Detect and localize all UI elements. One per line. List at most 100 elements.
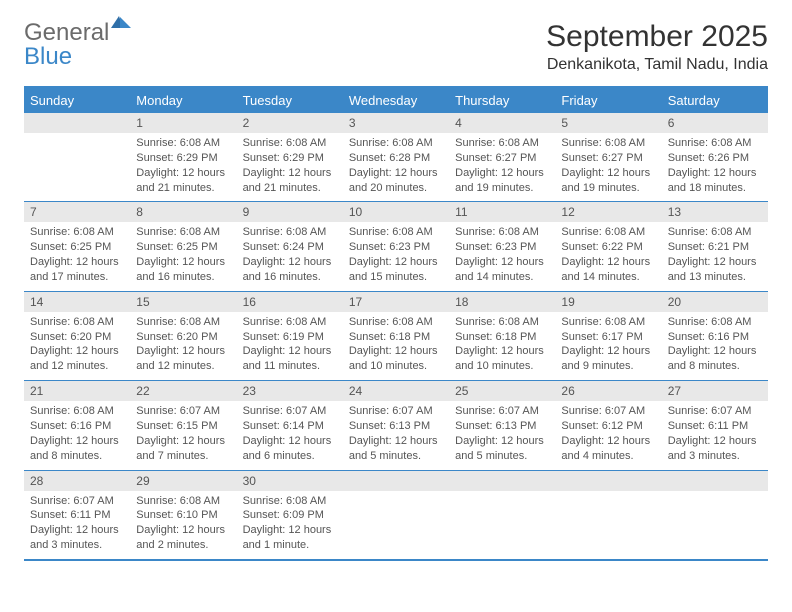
calendar-cell [343, 470, 449, 560]
day-number: 9 [237, 202, 343, 222]
calendar-cell: 26Sunrise: 6:07 AMSunset: 6:12 PMDayligh… [555, 381, 661, 470]
day-number: 22 [130, 381, 236, 401]
day-details: Sunrise: 6:08 AMSunset: 6:27 PMDaylight:… [449, 133, 555, 201]
day-details: Sunrise: 6:08 AMSunset: 6:24 PMDaylight:… [237, 222, 343, 290]
day-details: Sunrise: 6:08 AMSunset: 6:20 PMDaylight:… [130, 312, 236, 380]
calendar-table: Sunday Monday Tuesday Wednesday Thursday… [24, 86, 768, 561]
day-number: 20 [662, 292, 768, 312]
day-details: Sunrise: 6:07 AMSunset: 6:11 PMDaylight:… [662, 401, 768, 469]
day-number: 17 [343, 292, 449, 312]
calendar-cell: 11Sunrise: 6:08 AMSunset: 6:23 PMDayligh… [449, 202, 555, 291]
day-number: 15 [130, 292, 236, 312]
calendar-cell: 25Sunrise: 6:07 AMSunset: 6:13 PMDayligh… [449, 381, 555, 470]
day-number: 6 [662, 113, 768, 133]
day-number: 21 [24, 381, 130, 401]
day-details: Sunrise: 6:08 AMSunset: 6:18 PMDaylight:… [449, 312, 555, 380]
day-details: Sunrise: 6:08 AMSunset: 6:22 PMDaylight:… [555, 222, 661, 290]
calendar-cell: 17Sunrise: 6:08 AMSunset: 6:18 PMDayligh… [343, 291, 449, 380]
day-details: Sunrise: 6:08 AMSunset: 6:16 PMDaylight:… [24, 401, 130, 469]
day-details: Sunrise: 6:07 AMSunset: 6:14 PMDaylight:… [237, 401, 343, 469]
day-number [555, 471, 661, 491]
calendar-cell: 10Sunrise: 6:08 AMSunset: 6:23 PMDayligh… [343, 202, 449, 291]
calendar-cell: 20Sunrise: 6:08 AMSunset: 6:16 PMDayligh… [662, 291, 768, 380]
weekday-header: Tuesday [237, 87, 343, 113]
day-number: 5 [555, 113, 661, 133]
calendar-cell: 3Sunrise: 6:08 AMSunset: 6:28 PMDaylight… [343, 113, 449, 202]
calendar-cell: 18Sunrise: 6:08 AMSunset: 6:18 PMDayligh… [449, 291, 555, 380]
day-number: 8 [130, 202, 236, 222]
calendar-cell: 24Sunrise: 6:07 AMSunset: 6:13 PMDayligh… [343, 381, 449, 470]
day-details: Sunrise: 6:07 AMSunset: 6:11 PMDaylight:… [24, 491, 130, 559]
sailboat-icon [109, 14, 133, 34]
calendar-cell: 21Sunrise: 6:08 AMSunset: 6:16 PMDayligh… [24, 381, 130, 470]
calendar-cell [555, 470, 661, 560]
day-number: 14 [24, 292, 130, 312]
calendar-cell: 6Sunrise: 6:08 AMSunset: 6:26 PMDaylight… [662, 113, 768, 202]
weekday-header-row: Sunday Monday Tuesday Wednesday Thursday… [24, 87, 768, 113]
day-number: 30 [237, 471, 343, 491]
day-details: Sunrise: 6:08 AMSunset: 6:10 PMDaylight:… [130, 491, 236, 559]
day-number: 3 [343, 113, 449, 133]
day-details: Sunrise: 6:08 AMSunset: 6:23 PMDaylight:… [343, 222, 449, 290]
day-number: 7 [24, 202, 130, 222]
day-details: Sunrise: 6:08 AMSunset: 6:29 PMDaylight:… [237, 133, 343, 201]
weekday-header: Monday [130, 87, 236, 113]
calendar-cell: 2Sunrise: 6:08 AMSunset: 6:29 PMDaylight… [237, 113, 343, 202]
day-number: 27 [662, 381, 768, 401]
calendar-cell: 5Sunrise: 6:08 AMSunset: 6:27 PMDaylight… [555, 113, 661, 202]
brand-text: General Blue [24, 20, 133, 69]
calendar-cell: 23Sunrise: 6:07 AMSunset: 6:14 PMDayligh… [237, 381, 343, 470]
calendar-cell: 16Sunrise: 6:08 AMSunset: 6:19 PMDayligh… [237, 291, 343, 380]
day-details: Sunrise: 6:07 AMSunset: 6:13 PMDaylight:… [343, 401, 449, 469]
calendar-cell: 28Sunrise: 6:07 AMSunset: 6:11 PMDayligh… [24, 470, 130, 560]
day-number: 11 [449, 202, 555, 222]
calendar-cell [662, 470, 768, 560]
calendar-cell: 27Sunrise: 6:07 AMSunset: 6:11 PMDayligh… [662, 381, 768, 470]
weekday-header: Wednesday [343, 87, 449, 113]
brand-word1: General [24, 19, 109, 46]
calendar-cell: 14Sunrise: 6:08 AMSunset: 6:20 PMDayligh… [24, 291, 130, 380]
calendar-cell [24, 113, 130, 202]
day-number [24, 113, 130, 133]
day-details: Sunrise: 6:08 AMSunset: 6:20 PMDaylight:… [24, 312, 130, 380]
calendar-cell: 7Sunrise: 6:08 AMSunset: 6:25 PMDaylight… [24, 202, 130, 291]
day-details: Sunrise: 6:08 AMSunset: 6:28 PMDaylight:… [343, 133, 449, 201]
calendar-week-row: 21Sunrise: 6:08 AMSunset: 6:16 PMDayligh… [24, 381, 768, 470]
day-details: Sunrise: 6:07 AMSunset: 6:12 PMDaylight:… [555, 401, 661, 469]
day-details: Sunrise: 6:08 AMSunset: 6:25 PMDaylight:… [24, 222, 130, 290]
calendar-cell: 30Sunrise: 6:08 AMSunset: 6:09 PMDayligh… [237, 470, 343, 560]
calendar-cell: 12Sunrise: 6:08 AMSunset: 6:22 PMDayligh… [555, 202, 661, 291]
calendar-cell: 1Sunrise: 6:08 AMSunset: 6:29 PMDaylight… [130, 113, 236, 202]
day-number: 28 [24, 471, 130, 491]
day-number: 4 [449, 113, 555, 133]
day-details: Sunrise: 6:08 AMSunset: 6:26 PMDaylight:… [662, 133, 768, 201]
day-details: Sunrise: 6:08 AMSunset: 6:29 PMDaylight:… [130, 133, 236, 201]
day-number: 29 [130, 471, 236, 491]
day-details: Sunrise: 6:08 AMSunset: 6:17 PMDaylight:… [555, 312, 661, 380]
calendar-cell: 29Sunrise: 6:08 AMSunset: 6:10 PMDayligh… [130, 470, 236, 560]
day-details: Sunrise: 6:08 AMSunset: 6:16 PMDaylight:… [662, 312, 768, 380]
day-number: 18 [449, 292, 555, 312]
calendar-cell: 22Sunrise: 6:07 AMSunset: 6:15 PMDayligh… [130, 381, 236, 470]
location-text: Denkanikota, Tamil Nadu, India [546, 56, 768, 74]
calendar-week-row: 1Sunrise: 6:08 AMSunset: 6:29 PMDaylight… [24, 113, 768, 202]
day-number: 25 [449, 381, 555, 401]
brand-word2: Blue [24, 43, 72, 70]
calendar-cell: 19Sunrise: 6:08 AMSunset: 6:17 PMDayligh… [555, 291, 661, 380]
day-details: Sunrise: 6:08 AMSunset: 6:21 PMDaylight:… [662, 222, 768, 290]
title-block: September 2025 Denkanikota, Tamil Nadu, … [546, 20, 768, 74]
day-number: 23 [237, 381, 343, 401]
weekday-header: Saturday [662, 87, 768, 113]
day-number: 13 [662, 202, 768, 222]
day-number: 2 [237, 113, 343, 133]
brand-logo: General Blue [24, 20, 133, 69]
calendar-cell: 15Sunrise: 6:08 AMSunset: 6:20 PMDayligh… [130, 291, 236, 380]
calendar-week-row: 14Sunrise: 6:08 AMSunset: 6:20 PMDayligh… [24, 291, 768, 380]
day-number [343, 471, 449, 491]
calendar-cell: 13Sunrise: 6:08 AMSunset: 6:21 PMDayligh… [662, 202, 768, 291]
day-number: 24 [343, 381, 449, 401]
day-number: 26 [555, 381, 661, 401]
header: General Blue September 2025 Denkanikota,… [24, 20, 768, 74]
day-details: Sunrise: 6:08 AMSunset: 6:27 PMDaylight:… [555, 133, 661, 201]
day-details: Sunrise: 6:08 AMSunset: 6:25 PMDaylight:… [130, 222, 236, 290]
